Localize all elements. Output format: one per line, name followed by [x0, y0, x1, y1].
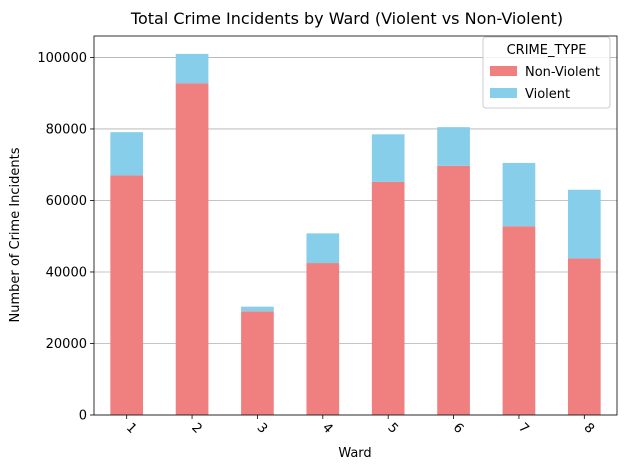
x-tick-label: 5	[384, 420, 400, 436]
legend-swatch-non-violent	[490, 66, 517, 76]
grid-lines	[94, 57, 617, 416]
legend: CRIME_TYPE Non-Violent Violent	[482, 36, 611, 109]
y-tick-label: 100000	[37, 51, 87, 66]
y-tick-label: 40000	[46, 265, 87, 280]
bar-non-violent-ward-8	[567, 258, 601, 415]
bar-non-violent-ward-3	[241, 311, 274, 415]
bar-non-violent-ward-7	[502, 226, 536, 415]
y-tick-label: 20000	[46, 337, 87, 352]
bars	[110, 53, 601, 415]
bar-non-violent-ward-1	[110, 175, 144, 415]
bar-non-violent-ward-6	[437, 165, 470, 415]
bar-violent-ward-7	[502, 162, 536, 227]
axes	[93, 35, 618, 416]
chart-title: Total Crime Incidents by Ward (Violent v…	[130, 9, 563, 28]
x-tick-label: 8	[581, 420, 597, 436]
bar-non-violent-ward-4	[306, 263, 340, 415]
x-axis-ticks: 1 2 3 4 5 6 7 8	[123, 415, 597, 437]
legend-title: CRIME_TYPE	[507, 43, 587, 58]
bar-violent-ward-6	[437, 127, 470, 166]
y-tick-label: 80000	[46, 122, 87, 137]
legend-label-non-violent: Non-Violent	[525, 65, 600, 80]
y-tick-label: 60000	[46, 194, 87, 209]
legend-label-violent: Violent	[525, 87, 570, 102]
x-tick-label: 6	[450, 420, 466, 436]
x-tick-label: 7	[515, 420, 531, 436]
bar-non-violent-ward-5	[371, 181, 405, 415]
plot-frame	[93, 35, 618, 416]
y-axis-label: Number of Crime Incidents	[8, 147, 23, 322]
bar-non-violent-ward-2	[175, 83, 209, 415]
y-axis-ticks: 0 20000 40000 60000 80000 100000	[37, 51, 94, 424]
bar-violent-ward-2	[175, 53, 209, 84]
bar-violent-ward-1	[110, 132, 144, 176]
bar-violent-ward-3	[241, 306, 274, 312]
x-tick-label: 2	[188, 420, 204, 436]
y-tick-label: 0	[79, 409, 87, 424]
x-axis-label: Ward	[338, 446, 371, 461]
bar-violent-ward-5	[371, 134, 405, 182]
bar-violent-ward-4	[306, 233, 340, 264]
legend-swatch-violent	[490, 88, 517, 98]
x-tick-label: 4	[319, 420, 335, 436]
x-tick-label: 1	[123, 420, 139, 436]
bar-violent-ward-8	[567, 189, 601, 259]
x-tick-label: 3	[254, 420, 270, 436]
